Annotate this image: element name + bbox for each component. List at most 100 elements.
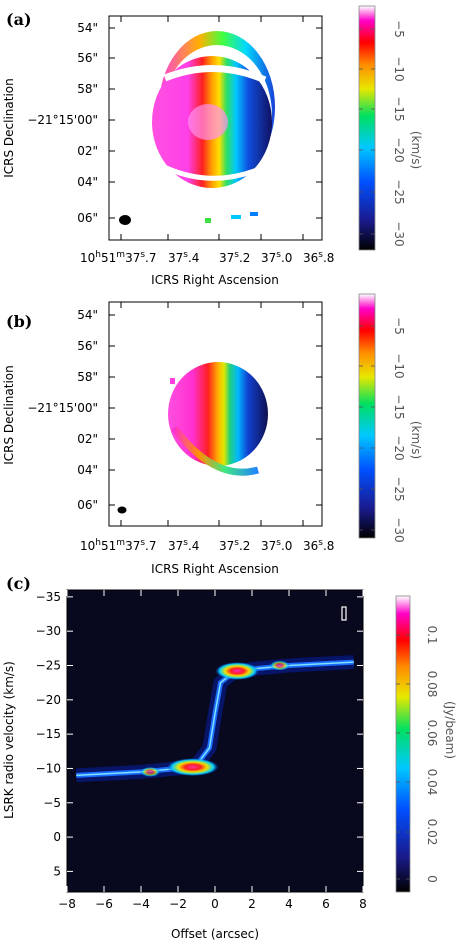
panel-c-label: (c) [6,574,31,593]
panel-b-xtick: 37s.2 [219,538,250,553]
panel-a-cbtick: −20 [392,137,406,162]
panel-c-tick-labels: −8 −6 −4 −2 0 2 4 6 8−35−30−25−20−15−10−505 [36,590,367,911]
panel-a-xtick: 37s.4 [168,250,199,265]
panel-b-frame [108,301,323,527]
panel-a-xtick: 37s.2 [219,250,250,265]
panel-a-ytick: 54" [77,21,98,35]
panel-c-ytick: −35 [36,590,61,604]
panel-c-cbtick: 0.04 [425,769,439,796]
panel-c-xtick: 8 [359,897,367,911]
panel-b-cbtick: −25 [392,476,406,501]
panel-c-colorbar-ticks [396,634,410,880]
panel-c-xtick: 4 [285,897,293,911]
panel-b: 54" 56" 58" −21°15'00" 02" 04" 06" 10h51… [2,293,423,576]
panel-b-ytick: 56" [77,339,98,353]
panel-a-ytick: 06" [77,211,98,225]
panel-a-colorbar-ticks [359,28,375,235]
panel-b-cbtick: −15 [392,394,406,419]
panel-c-cbtick: 0 [425,875,439,883]
panel-a-image [119,31,275,225]
panel-c-ytick: −5 [43,796,61,810]
panel-b-cbtick: −10 [392,353,406,378]
panel-c-ticks [66,590,364,892]
panel-a-colorbar [358,5,376,251]
panel-c-xtick: −4 [132,897,150,911]
panel-c-ytick: −25 [36,659,61,673]
panel-b-colorbar-ticks [359,325,375,531]
panel-a-xlabel: ICRS Right Ascension [151,273,279,287]
panel-a-ticks [109,16,322,240]
panel-c-xtick: −8 [58,897,76,911]
pv-blob [269,660,290,671]
panel-c-cbtick: 0.02 [425,819,439,846]
panel-b-xtick: 37s.4 [168,538,199,553]
panel-c-ytick: −20 [36,693,61,707]
panel-c-xlabel: Offset (arcsec) [171,927,259,941]
panel-b-ytick: 54" [77,308,98,322]
panel-a-ytick: −21°15'00" [27,113,98,127]
panel-b-xlabel: ICRS Right Ascension [151,562,279,576]
panel-a-ytick: 02" [77,144,98,158]
panel-a-ytick: 04" [77,175,98,189]
panel-c-ytick: −15 [36,727,61,741]
panel-b-ytick: 04" [77,463,98,477]
panel-a-frame [108,15,323,241]
panel-b-colorbar-label: (km/s) [409,421,423,459]
panel-b-cbtick: −5 [392,317,406,335]
panel-b-ytick: 02" [77,432,98,446]
panel-a-cbtick: −5 [392,20,406,38]
panel-a-xtick: 37s.0 [261,250,292,265]
panel-c-beam-marker [341,606,347,621]
panel-b-beam [117,506,127,514]
panel-a-label: (a) [6,10,32,29]
panel-a: 54" 56" 58" −21°15'00" 02" 04" 06" 10h51… [2,5,423,287]
panel-a-cbtick: −30 [392,221,406,246]
panel-b-colorbar [358,293,376,539]
panel-c-ylabel: LSRK radio velocity (km/s) [2,661,16,819]
panel-a-colorbar-label: (km/s) [409,131,423,169]
panel-b-label: (b) [6,312,33,331]
panel-c-xtick: 0 [211,897,219,911]
panel-a-xtick-first: 10h51m37s.7 [80,250,157,265]
panel-c-ytick: 0 [53,830,61,844]
panel-b-cbtick: −30 [392,517,406,542]
panel-b-ytick: −21°15'00" [27,401,98,415]
panel-c-pv-curve [75,655,355,783]
panel-b-arc [171,425,259,476]
panel-c: −8 −6 −4 −2 0 2 4 6 8−35−30−25−20−15−10−505 Offs… [2,589,457,941]
panel-b-disk [168,362,268,466]
panel-b-cbtick: −20 [392,435,406,460]
panel-a-cbtick: −10 [392,56,406,81]
panel-b-ytick: 06" [77,498,98,512]
pv-peak-right [215,661,260,680]
panel-b-xtick: 36s.8 [303,538,334,553]
panel-a-cbtick: −25 [392,179,406,204]
panel-b-image [117,362,268,514]
panel-a-cbtick: −15 [392,96,406,121]
panel-c-xtick: 2 [248,897,256,911]
pv-curve-core [76,661,354,777]
panel-a-beam [119,215,131,225]
panel-b-ticks [109,302,322,526]
panel-c-xtick: 6 [322,897,330,911]
panel-a-xtick: 36s.8 [303,250,334,265]
panel-b-xtick: 37s.0 [261,538,292,553]
panel-a-ytick: 58" [77,82,98,96]
panel-c-colorbar-label: (Jy/beam) [443,701,457,759]
panel-c-colorbar [395,595,411,893]
panel-c-ytick: 5 [53,864,61,878]
panel-c-ytick: −30 [36,624,61,638]
panel-b-ytick: 58" [77,370,98,384]
panel-c-image [67,590,363,892]
panel-c-cbtick: 0.08 [425,671,439,698]
panel-c-cbtick: 0.1 [425,625,439,644]
panel-c-xtick: −6 [95,897,113,911]
panel-c-xtick: −2 [169,897,187,911]
panel-b-ylabel: ICRS Declination [2,365,16,465]
panel-b-xtick-first: 10h51m37s.7 [80,538,157,553]
panel-c-cbtick: 0.06 [425,720,439,747]
panel-c-ytick: −10 [36,761,61,775]
panel-a-ylabel: ICRS Declination [2,78,16,178]
pv-peak-left [166,758,219,777]
